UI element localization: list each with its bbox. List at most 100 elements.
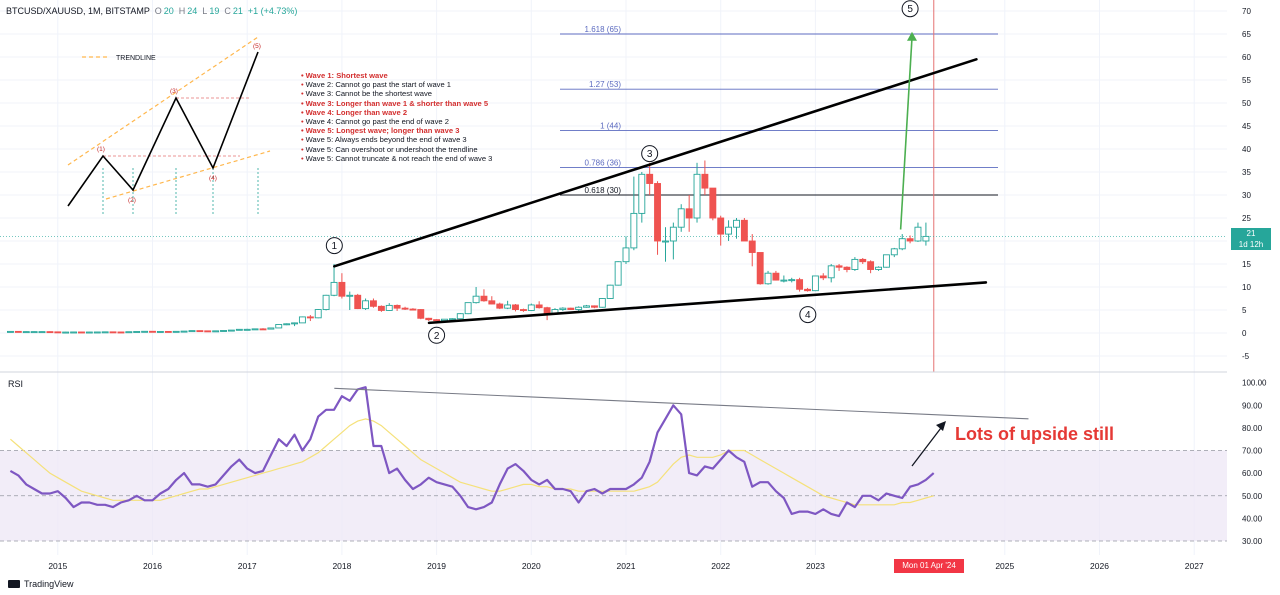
- candle-body[interactable]: [606, 284, 614, 299]
- rsi-pane[interactable]: [0, 386, 1227, 542]
- candle-body[interactable]: [567, 307, 575, 310]
- candle-body[interactable]: [314, 309, 322, 319]
- candle-body[interactable]: [740, 219, 748, 242]
- candle-body[interactable]: [22, 331, 30, 334]
- candle-body[interactable]: [354, 294, 362, 310]
- candle-body[interactable]: [448, 318, 456, 321]
- candle-body[interactable]: [898, 238, 906, 250]
- candle-body[interactable]: [393, 304, 401, 309]
- candle-body[interactable]: [914, 226, 922, 242]
- candle-body[interactable]: [819, 275, 827, 279]
- candle-body[interactable]: [362, 300, 370, 310]
- candle-body[interactable]: [535, 304, 543, 309]
- candle-body[interactable]: [480, 295, 488, 302]
- candle-body[interactable]: [346, 294, 354, 297]
- candle-body[interactable]: [101, 331, 109, 334]
- candle-body[interactable]: [882, 254, 890, 268]
- candle-body[interactable]: [212, 330, 220, 333]
- candle-body[interactable]: [638, 173, 646, 214]
- candle-body[interactable]: [369, 300, 377, 307]
- candle-body[interactable]: [772, 272, 780, 281]
- candle-body[interactable]: [235, 328, 243, 331]
- lower-trendline[interactable]: [427, 281, 988, 325]
- candle-body[interactable]: [30, 331, 38, 334]
- candle-body[interactable]: [70, 331, 78, 334]
- candle-body[interactable]: [267, 327, 275, 330]
- candle-body[interactable]: [693, 173, 701, 219]
- candle-body[interactable]: [306, 316, 314, 319]
- candle-body[interactable]: [243, 328, 251, 331]
- candle-body[interactable]: [275, 324, 283, 329]
- upper-trendline[interactable]: [333, 57, 978, 268]
- candle-body[interactable]: [614, 261, 622, 286]
- candle-body[interactable]: [188, 330, 196, 333]
- candle-body[interactable]: [733, 219, 740, 228]
- candle-body[interactable]: [527, 304, 535, 311]
- trendlines[interactable]: [333, 31, 988, 325]
- candle-body[interactable]: [109, 331, 117, 334]
- candles[interactable]: [6, 160, 930, 334]
- candle-body[interactable]: [764, 272, 772, 285]
- candle-body[interactable]: [496, 303, 504, 309]
- candle-body[interactable]: [890, 248, 898, 256]
- candle-body[interactable]: [717, 217, 725, 235]
- candle-body[interactable]: [811, 275, 819, 292]
- candle-body[interactable]: [385, 304, 393, 311]
- candle-body[interactable]: [425, 317, 433, 321]
- candle-body[interactable]: [172, 330, 180, 333]
- candle-body[interactable]: [417, 309, 425, 319]
- candle-body[interactable]: [125, 331, 133, 334]
- candle-body[interactable]: [843, 266, 851, 270]
- candle-body[interactable]: [204, 330, 212, 333]
- candle-body[interactable]: [662, 240, 669, 243]
- candle-body[interactable]: [259, 328, 267, 331]
- candle-body[interactable]: [559, 307, 567, 310]
- projection-line[interactable]: [899, 37, 913, 230]
- candle-body[interactable]: [788, 279, 796, 282]
- candle-body[interactable]: [133, 331, 141, 333]
- candle-body[interactable]: [575, 306, 583, 310]
- candle-body[interactable]: [488, 300, 496, 305]
- candle-body[interactable]: [780, 279, 788, 282]
- rsi-title[interactable]: RSI: [8, 379, 24, 389]
- candle-body[interactable]: [519, 309, 527, 311]
- rsi-divergence-line[interactable]: [334, 387, 1029, 420]
- candle-body[interactable]: [630, 212, 638, 249]
- candle-body[interactable]: [283, 323, 291, 326]
- candle-body[interactable]: [196, 330, 204, 333]
- candle-body[interactable]: [464, 302, 472, 315]
- candle-body[interactable]: [409, 308, 417, 311]
- candle-body[interactable]: [322, 294, 330, 310]
- candle-body[interactable]: [156, 330, 164, 333]
- candle-body[interactable]: [851, 258, 859, 270]
- candle-body[interactable]: [685, 208, 693, 219]
- candle-body[interactable]: [227, 329, 235, 332]
- candle-body[interactable]: [220, 330, 227, 332]
- candle-body[interactable]: [748, 240, 756, 253]
- candle-body[interactable]: [62, 331, 70, 334]
- candle-body[interactable]: [922, 235, 930, 242]
- candle-body[interactable]: [598, 298, 606, 308]
- candle-body[interactable]: [78, 331, 85, 334]
- candle-body[interactable]: [93, 331, 101, 334]
- candle-body[interactable]: [377, 305, 385, 311]
- candle-body[interactable]: [827, 265, 835, 279]
- candle-body[interactable]: [38, 331, 46, 334]
- candle-body[interactable]: [677, 208, 685, 228]
- candle-body[interactable]: [512, 304, 519, 310]
- candle-body[interactable]: [456, 313, 464, 320]
- candle-body[interactable]: [622, 247, 630, 263]
- candle-body[interactable]: [669, 226, 677, 242]
- candle-body[interactable]: [725, 226, 733, 235]
- candle-body[interactable]: [591, 305, 598, 308]
- tradingview-logo[interactable]: TradingView: [8, 579, 74, 589]
- candle-body[interactable]: [701, 173, 709, 189]
- candle-body[interactable]: [117, 331, 125, 334]
- candle-body[interactable]: [906, 238, 914, 242]
- candle-body[interactable]: [298, 316, 306, 324]
- candle-body[interactable]: [875, 266, 883, 270]
- rsi-line[interactable]: [9, 386, 935, 518]
- candle-body[interactable]: [14, 330, 22, 333]
- candle-body[interactable]: [180, 330, 188, 333]
